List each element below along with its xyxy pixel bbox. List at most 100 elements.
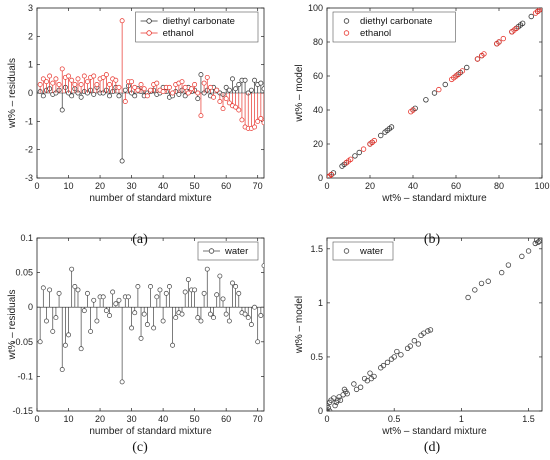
panel-b-point-black [442,81,448,88]
panel-b-xlabel: wt% – standard mixture [381,193,487,204]
panel-a-point-red [107,82,112,87]
panel-b-point-red [436,86,442,93]
panel-c-point-gray [72,283,78,289]
panel-d-point-gray [332,402,338,409]
panel-b-xtick-label: 0 [324,181,329,191]
panel-a-point-red [189,86,194,92]
panel-c-point-gray [135,283,141,289]
panel-b-legend-label-red: ethanol [360,28,391,39]
panel-label-d: (d) [423,440,441,455]
panel-c-point-gray [84,290,90,296]
panel-c-point-gray [100,294,106,300]
panel-b-point-red [459,68,466,74]
panel-a-point-red [50,80,56,86]
panel-c-point-gray [125,294,131,300]
panel-a-point-red [201,80,207,86]
panel-a-point-red [44,79,49,85]
panel-c-xtick-label: 30 [127,414,137,424]
panel-b-point-red [500,35,506,42]
panel-c-point-gray [62,342,68,348]
panel-c-ytick-label: -0.15 [12,406,33,416]
panel-d-point-gray [498,269,505,276]
panel-a-ytick-label: 2 [28,31,33,41]
panel-c-point-gray [226,318,232,324]
panel-c-point-gray [53,315,59,321]
panel-c-point-gray [103,308,109,314]
panel-a-xtick-label: 30 [127,181,137,191]
panel-d-legend-box [332,241,394,261]
panel-b-point-black [378,132,384,139]
panel-c-point-gray [201,290,207,296]
panel-a-ytick-label: -2 [25,145,33,155]
panel-c-xtick-label: 0 [34,414,39,424]
panel-a-xlabel: number of standard mixture [89,193,212,204]
panel-a-point-red [132,84,138,90]
panel-b-ytick-label: 60 [313,71,323,81]
panel-a-point-black [195,96,201,102]
panel-a-xtick-label: 10 [64,181,74,191]
panel-c-ytick-label: -0.05 [12,337,33,347]
panel-d-ylabel: wt% – model [294,296,305,354]
panel-c-point-gray [94,318,100,324]
panel-a-legend-box [135,11,259,43]
panel-c-point-gray [151,325,157,331]
panel-c-point-gray [217,273,223,279]
panel-d-point-gray [485,278,491,284]
panel-a-point-red [252,124,257,130]
panel-a-ytick-label: -3 [25,173,33,183]
panel-a-point-red [233,104,239,110]
panel-a-point-red [81,73,87,79]
panel-a-point-black [59,107,65,113]
panel-d-point-gray [536,238,542,244]
panel-d-point-gray [371,373,377,380]
panel-c-legend: water [197,241,259,261]
panel-d-point-gray [407,343,414,349]
panel-d-marks [327,238,542,411]
panel-d-point-gray [384,359,391,366]
panel-b-point-black [388,124,395,130]
panel-a-point-red [78,82,84,87]
panel-a-point-red [236,107,242,113]
panel-a-point-red [113,77,119,83]
panel-c-legend-label-gray: water [224,246,248,257]
panel-c-point-gray [144,322,150,327]
panel-a-point-black [230,76,235,82]
panel-c-point-gray [173,315,179,321]
panel-a-point-red [160,89,166,95]
panel-a-point-red [239,117,245,123]
panel-a-point-black [226,87,232,93]
panel-c-point-gray [211,315,217,321]
panel-a-xtick-label: 60 [221,181,231,191]
panel-a-point-red [56,82,62,87]
panel-a-point-red [211,94,217,100]
panel-c-point-gray [242,311,248,317]
panel-d-point-gray [535,239,541,246]
panel-c-ylabel: wt% – residuals [7,289,18,360]
panel-a-point-black [242,77,248,83]
panel-c-point-gray [69,266,75,272]
panel-b-point-black [464,64,470,71]
panel-c-xtick-label: 20 [95,414,105,424]
panel-a-point-red [223,96,229,102]
panel-d-ytick-label: 1 [318,298,323,308]
panel-c-point-gray [66,332,71,338]
panel-c-point-gray [261,263,264,269]
panel-d-point-gray [327,405,332,411]
panel-c-point-gray [255,339,261,345]
panel-b-ytick-label: 20 [313,139,323,149]
panel-c-point-gray [56,290,62,296]
panel-a-point-red [116,84,122,90]
panel-b-legend-marker-red [343,30,350,36]
panel-d-point-gray [357,384,364,390]
panel-a-point-black [261,86,264,92]
panel-a-point-black [233,86,239,92]
panel-a-point-red [144,93,150,99]
panel-c-point-gray [88,328,94,334]
panel-a-point-red [154,80,160,86]
panel-b-point-red [474,56,481,62]
panel-b-legend-box [332,11,456,43]
panel-d-point-gray [327,408,330,411]
panel-d-plot: water [326,237,543,412]
panel-c-point-gray [163,290,169,296]
